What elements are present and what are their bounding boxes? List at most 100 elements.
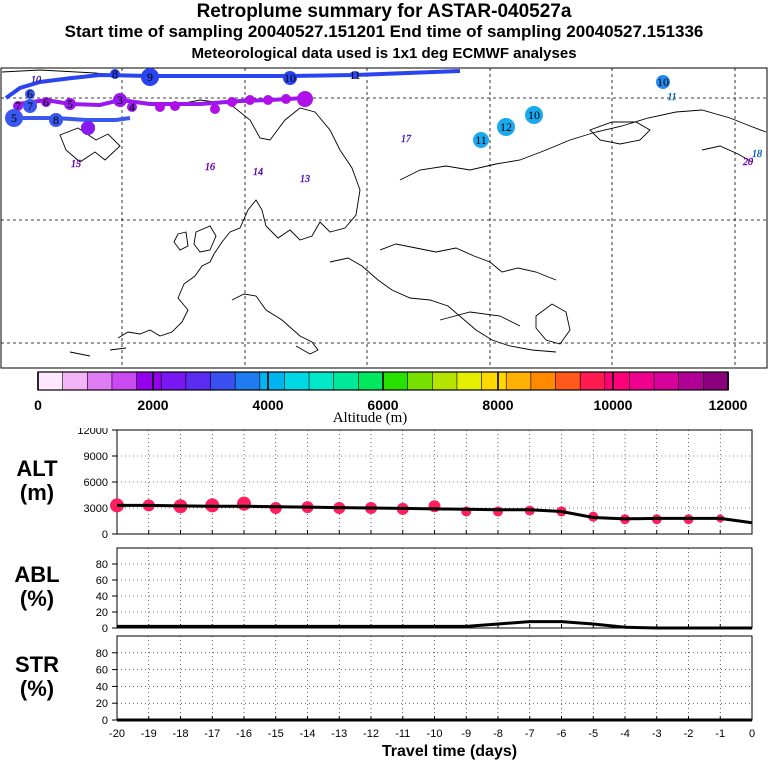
colorbar-cell xyxy=(555,371,581,391)
time-series-panels: 030006000900012000ALT(m)020406080ABL(%)0… xyxy=(14,428,755,760)
track-dot xyxy=(141,68,159,86)
y-tick-label: 12000 xyxy=(77,428,108,437)
map-marker-label: 10 xyxy=(31,75,41,86)
trajectory-lower xyxy=(6,116,131,122)
colorbar-tick-label: 6000 xyxy=(367,397,398,413)
track-dot-label: 10 xyxy=(284,71,296,85)
x-tick-label: 0 xyxy=(749,728,755,740)
panel-label-alt: (m) xyxy=(20,480,54,505)
y-tick-label: 6000 xyxy=(84,477,108,489)
colorbar-cell xyxy=(308,371,335,391)
track-dot xyxy=(210,104,220,114)
colorbar-cell xyxy=(185,371,212,391)
colorbar-cell xyxy=(431,371,458,391)
colorbar-cell xyxy=(481,371,508,391)
colorbar-cell xyxy=(62,371,89,391)
track-dot xyxy=(155,102,165,112)
colorbar-label: Altitude (m) xyxy=(333,410,408,426)
coastlines xyxy=(1,69,767,357)
x-tick-label: -6 xyxy=(557,728,567,740)
y-tick-label: 0 xyxy=(102,623,108,635)
track-dot xyxy=(283,71,297,85)
colorbar-tick-label: 8000 xyxy=(482,397,513,413)
x-tick-label: -2 xyxy=(684,728,694,740)
x-tick-label: -4 xyxy=(620,728,630,740)
retroplume-map: 8910113456756789 10111210111715161413182… xyxy=(0,67,768,369)
track-dot-label: 8 xyxy=(53,113,59,127)
colorbar-cell xyxy=(160,371,187,391)
altitude-point xyxy=(237,496,251,511)
altitude-point xyxy=(428,500,441,513)
colorbar-cell xyxy=(37,371,64,391)
map-marker-label: 17 xyxy=(401,134,412,145)
y-tick-label: 60 xyxy=(96,665,108,677)
x-tick-label: -1 xyxy=(715,728,725,740)
track-dot xyxy=(263,95,273,105)
x-tick-label: -5 xyxy=(588,728,598,740)
y-tick-label: 60 xyxy=(96,575,108,587)
track-dot xyxy=(227,97,237,107)
map-marker xyxy=(656,75,670,89)
map-marker-label: 10 xyxy=(528,108,540,122)
x-tick-label: -20 xyxy=(109,728,125,740)
map-marker xyxy=(525,106,543,124)
x-tick-label: -3 xyxy=(652,728,662,740)
colorbar-cell xyxy=(86,371,113,391)
x-tick-label: -19 xyxy=(141,728,157,740)
colorbar-cell xyxy=(407,371,434,391)
y-tick-label: 0 xyxy=(102,529,108,541)
panel-label-str: (%) xyxy=(20,676,54,701)
colorbar-tick-label: 12000 xyxy=(709,397,748,413)
x-tick-label: -15 xyxy=(268,728,284,740)
track-dot xyxy=(351,71,359,79)
colorbar-cell xyxy=(604,371,631,391)
track-dot-label: 5 xyxy=(11,111,17,125)
map-marker-label: 12 xyxy=(500,120,512,134)
sampling-time-line: Start time of sampling 20040527.151201 E… xyxy=(64,22,704,41)
panel-label-abl: ABL xyxy=(14,562,59,587)
colorbar-tick-label: 10000 xyxy=(594,397,633,413)
colorbar-cell xyxy=(136,371,163,391)
x-tick-label: -13 xyxy=(331,728,347,740)
x-tick-label: -7 xyxy=(525,728,535,740)
map-marker xyxy=(473,132,489,148)
track-dot xyxy=(113,93,127,107)
y-tick-label: 9000 xyxy=(84,451,108,463)
map-marker-label: 20 xyxy=(743,157,753,168)
track-dot xyxy=(170,101,180,111)
track-dot xyxy=(41,97,51,107)
x-tick-label: -14 xyxy=(300,728,316,740)
colorbar-tick-label: 4000 xyxy=(252,397,283,413)
trajectory-middle xyxy=(17,96,306,108)
track-dot-label: 11 xyxy=(349,68,361,82)
track-dot xyxy=(23,99,37,113)
colorbar-cell xyxy=(530,371,557,391)
x-tick-label: -18 xyxy=(173,728,189,740)
map-frame xyxy=(0,67,768,369)
track-dot-label: 7 xyxy=(15,99,21,113)
meteo-data-line: Meteorological data used is 1x1 deg ECMW… xyxy=(191,45,577,62)
x-tick-label: -10 xyxy=(427,728,443,740)
colorbar-cell xyxy=(579,371,606,391)
map-marker-label: 15 xyxy=(71,159,81,170)
y-tick-label: 0 xyxy=(102,715,108,727)
series-line-abl xyxy=(117,620,752,630)
colorbar-tick-label: 0 xyxy=(34,397,42,413)
colorbar-cell xyxy=(456,371,483,391)
colorbar-cell xyxy=(234,371,261,391)
track-dot xyxy=(25,89,35,99)
x-tick-label: -9 xyxy=(461,728,471,740)
track-dot-label: 4 xyxy=(129,100,135,114)
colorbar-cell xyxy=(358,371,384,391)
y-tick-label: 20 xyxy=(96,607,108,619)
y-tick-label: 40 xyxy=(96,681,108,693)
colorbar-cell xyxy=(629,371,655,391)
colorbar-cell xyxy=(382,371,409,391)
track-dot xyxy=(13,101,23,111)
map-marker-label: 13 xyxy=(300,174,310,185)
series-line-alt xyxy=(117,503,753,525)
track-dot xyxy=(49,113,63,127)
track-dot-label: 9 xyxy=(147,70,153,84)
y-tick-label: 40 xyxy=(96,591,108,603)
chart-title: Retroplume summary for ASTAR-040527a xyxy=(196,1,572,22)
